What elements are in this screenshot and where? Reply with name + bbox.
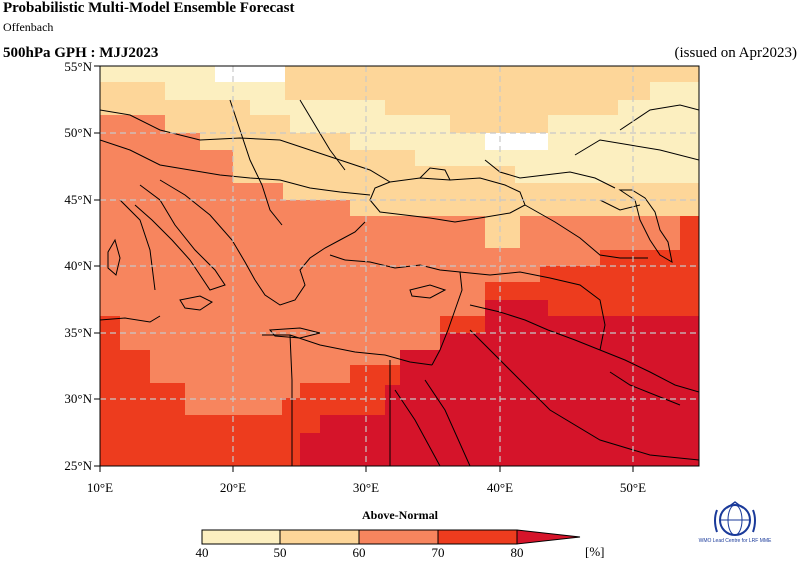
lat-label-50: 50°N — [64, 125, 92, 140]
axis-ticks — [94, 65, 634, 472]
issued-label: (issued on Apr2023) — [674, 45, 798, 61]
wmo-emblem-icon — [714, 501, 756, 536]
variable-label: 500hPa GPH : MJJ2023 — [3, 45, 159, 61]
lon-label-40: 40°E — [486, 480, 514, 495]
legend-tick-60: 60 — [352, 545, 366, 560]
map-subtitle: Offenbach — [3, 20, 54, 34]
legend-unit: [%] — [585, 544, 605, 559]
lon-label-10: 10°E — [86, 480, 114, 495]
legend-colorbar — [201, 529, 581, 545]
lat-label-25: 25°N — [64, 458, 92, 473]
lat-label-35: 35°N — [64, 325, 92, 340]
legend-tick-70: 70 — [431, 545, 445, 560]
lat-label-30: 30°N — [64, 391, 92, 406]
legend-tick-50: 50 — [273, 545, 287, 560]
probability-field — [100, 66, 699, 466]
lat-label-40: 40°N — [64, 258, 92, 273]
lon-label-50: 50°E — [619, 480, 647, 495]
lon-label-30: 30°E — [352, 480, 380, 495]
map-title: Probabilistic Multi-Model Ensemble Forec… — [3, 0, 295, 16]
lat-label-45: 45°N — [64, 192, 92, 207]
legend-tick-80: 80 — [510, 545, 524, 560]
legend-tick-40: 40 — [195, 545, 209, 560]
legend-title: Above-Normal — [362, 508, 438, 522]
lat-label-55: 55°N — [64, 59, 92, 74]
logo-caption: WMO Lead Centre for LRF MME — [698, 538, 772, 544]
grid-lines — [100, 66, 699, 466]
coastlines — [100, 99, 699, 466]
lon-label-20: 20°E — [219, 480, 247, 495]
